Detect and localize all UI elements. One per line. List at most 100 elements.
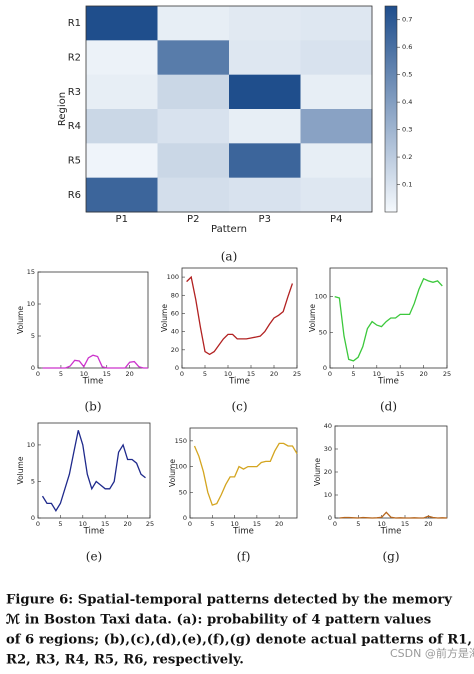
- plot-frame: [334, 425, 448, 519]
- colorbar-tick-label: 0.3: [402, 126, 412, 134]
- heat-cell: [300, 177, 373, 213]
- data-line: [193, 442, 298, 506]
- x-tick-label: 5: [58, 520, 62, 528]
- y-tick-label: 100: [167, 273, 179, 281]
- heat-cell: [229, 177, 301, 213]
- x-tick-label: 5: [351, 370, 355, 378]
- panel-label: (g): [382, 550, 399, 564]
- x-tick-label: 0: [180, 370, 184, 378]
- row-label: R6: [68, 190, 81, 201]
- heat-cell: [86, 177, 158, 213]
- y-tick-label: 10: [27, 300, 35, 308]
- plot-frame: [37, 271, 149, 369]
- y-tick-label: 40: [324, 422, 332, 430]
- heat-cell: [229, 74, 301, 110]
- y-tick-label: 0: [31, 514, 35, 522]
- row-label: R3: [68, 87, 81, 98]
- y-tick-label: 40: [171, 328, 179, 336]
- x-tick-label: 15: [101, 520, 109, 528]
- x-tick-label: 0: [36, 520, 40, 528]
- x-tick-label: 25: [146, 520, 154, 528]
- colorbar-tick-label: 0.7: [402, 16, 412, 24]
- y-tick-label: 0: [175, 364, 179, 372]
- x-tick-label: 10: [373, 370, 381, 378]
- row-label: R1: [68, 18, 81, 29]
- heat-cell: [300, 74, 373, 110]
- x-tick-label: 15: [103, 370, 111, 378]
- x-tick-label: 10: [224, 370, 232, 378]
- x-tick-label: 10: [80, 370, 88, 378]
- caption-line: of 6 regions; (b),(c),(d),(e),(f),(g) de…: [6, 633, 472, 648]
- y-tick-label: 60: [171, 309, 179, 317]
- y-tick-label: 0: [31, 364, 35, 372]
- panel-label: (f): [237, 550, 251, 564]
- x-axis-label: Time: [377, 377, 399, 387]
- column-label: P4: [330, 214, 342, 225]
- y-axis-label: Volume: [160, 304, 169, 332]
- column-label: P1: [116, 214, 128, 225]
- x-tick-label: 20: [126, 370, 134, 378]
- x-tick-label: 20: [275, 520, 283, 528]
- x-tick-label: 5: [203, 370, 207, 378]
- panel-label: (d): [380, 400, 397, 414]
- caption-line: Figure 6: Spatial-temporal patterns dete…: [6, 593, 452, 608]
- x-tick-label: 20: [123, 520, 131, 528]
- x-tick-label: 25: [443, 370, 451, 378]
- y-tick-label: 20: [324, 468, 332, 476]
- data-line: [186, 275, 294, 356]
- colorbar-tick-label: 0.6: [402, 43, 412, 51]
- colorbar-tick-label: 0.2: [402, 153, 412, 161]
- heat-cell: [86, 6, 158, 41]
- y-axis-label: Region: [57, 92, 68, 126]
- x-tick-label: 15: [401, 520, 409, 528]
- heat-cell: [229, 40, 301, 76]
- x-tick-label: 20: [419, 370, 427, 378]
- heat-cell: [300, 109, 373, 144]
- y-tick-label: 0: [328, 514, 332, 522]
- watermark: CSDN @前方是海洋: [390, 646, 474, 660]
- data-line: [334, 277, 443, 362]
- colorbar-tick-label: 0.5: [402, 71, 412, 79]
- heat-cell: [157, 109, 230, 144]
- heat-cell: [300, 40, 373, 76]
- heat-cell: [86, 143, 158, 179]
- heat-cell: [157, 74, 230, 110]
- plot-frame: [85, 5, 373, 213]
- y-tick-label: 10: [324, 491, 332, 499]
- panel-label: (c): [231, 400, 247, 414]
- x-tick-label: 0: [188, 520, 192, 528]
- y-axis-label: Volume: [313, 458, 322, 486]
- y-tick-label: 15: [27, 268, 35, 276]
- x-tick-label: 0: [333, 520, 337, 528]
- x-tick-label: 20: [270, 370, 278, 378]
- x-tick-label: 10: [378, 520, 386, 528]
- heat-cell: [157, 6, 230, 41]
- heat-cell: [157, 143, 230, 179]
- y-tick-label: 0: [323, 364, 327, 372]
- y-tick-label: 10: [27, 441, 35, 449]
- y-axis-label: Volume: [308, 304, 317, 332]
- y-tick-label: 150: [175, 437, 187, 445]
- x-tick-label: 5: [59, 370, 63, 378]
- y-axis-label: Volume: [16, 306, 25, 334]
- x-tick-label: 25: [293, 370, 301, 378]
- heat-cell: [86, 40, 158, 76]
- x-tick-label: 10: [230, 520, 238, 528]
- x-axis-label: Time: [82, 377, 104, 387]
- heat-cell: [157, 177, 230, 213]
- heat-cell: [86, 109, 158, 144]
- heat-cell: [86, 74, 158, 110]
- plot-frame: [189, 427, 298, 519]
- data-line: [41, 430, 146, 512]
- y-tick-label: 100: [315, 293, 327, 301]
- panel-label: (b): [84, 400, 101, 414]
- y-tick-label: 5: [31, 332, 35, 340]
- row-label: R4: [68, 121, 81, 132]
- x-tick-label: 0: [36, 370, 40, 378]
- colorbar-tick-label: 0.1: [402, 181, 412, 189]
- column-label: P3: [259, 214, 271, 225]
- y-axis-label: Volume: [16, 456, 25, 484]
- y-tick-label: 50: [319, 328, 327, 336]
- x-tick-label: 15: [253, 520, 261, 528]
- y-tick-label: 5: [31, 477, 35, 485]
